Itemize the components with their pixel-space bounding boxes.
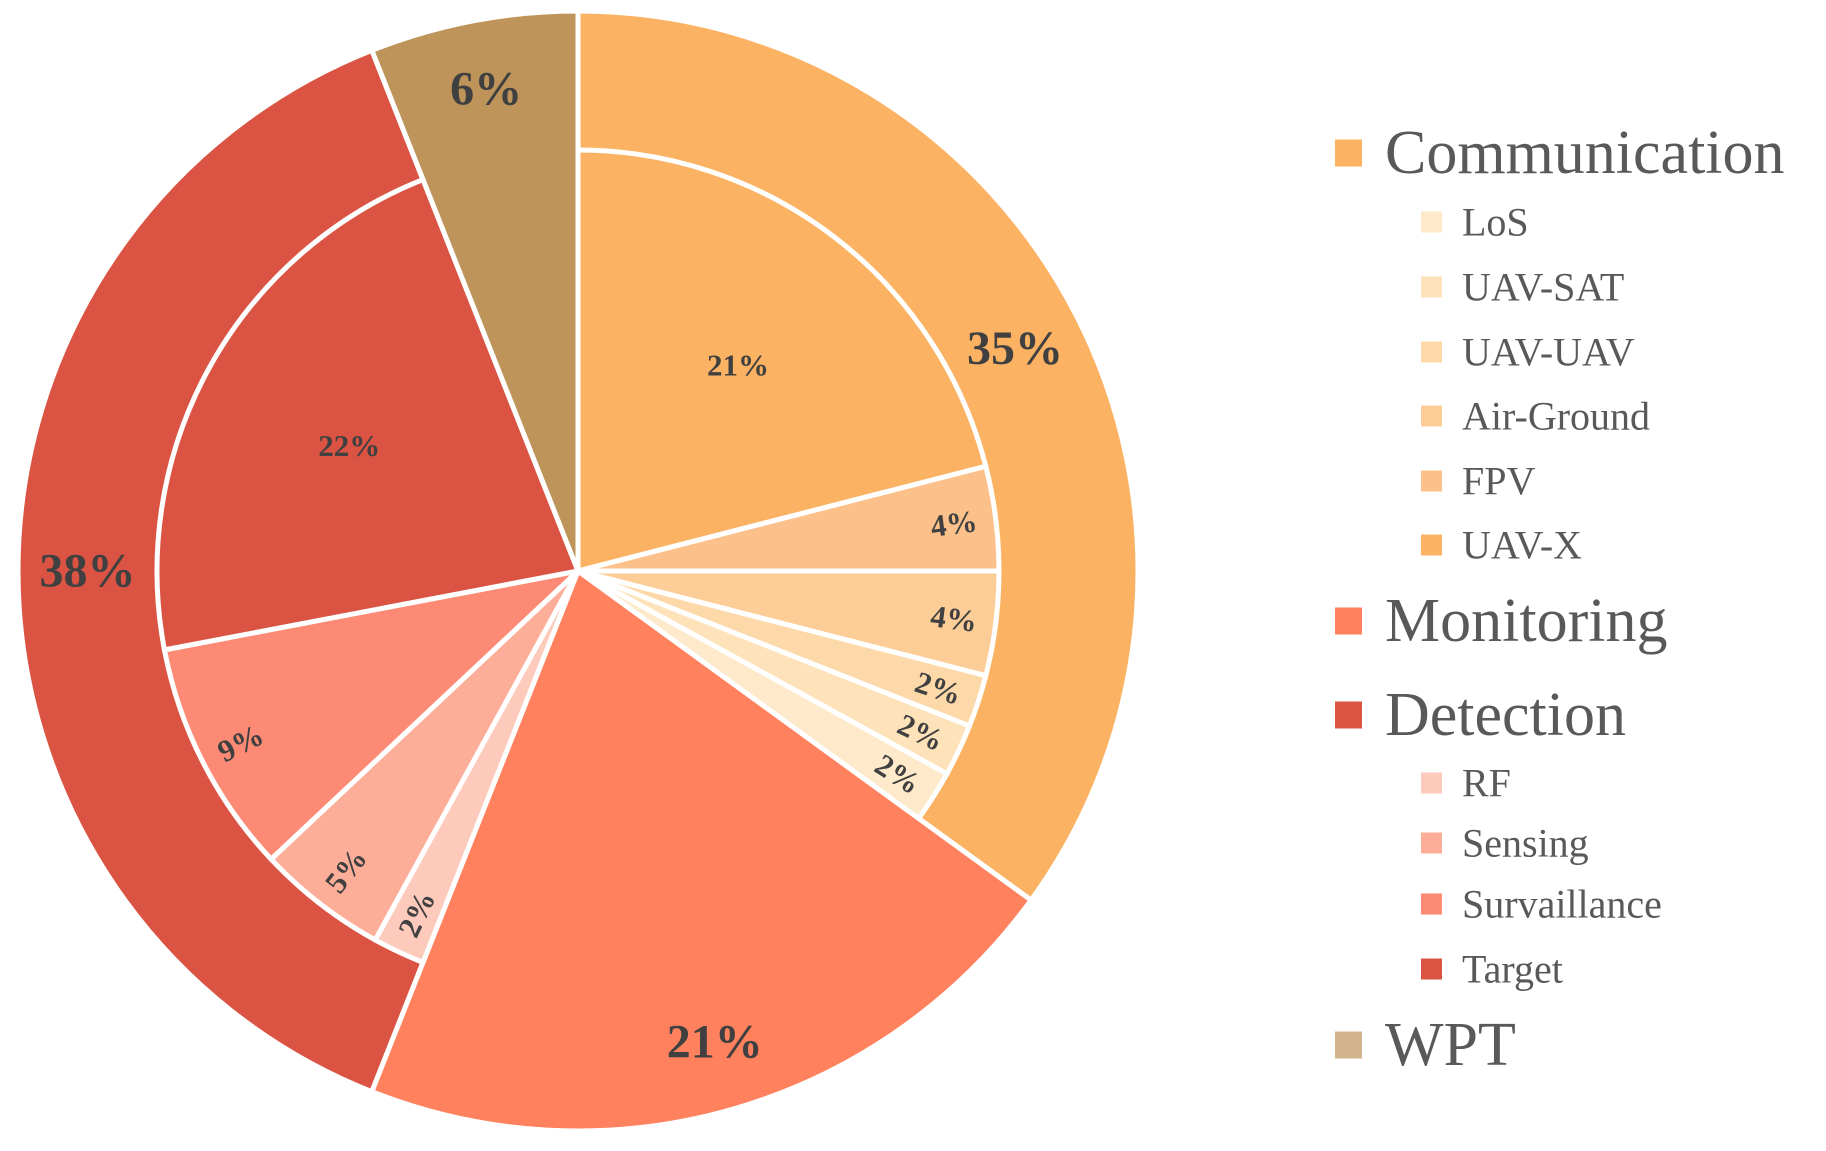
legend-item-survaillance: Survaillance [1421,882,1662,927]
legend-swatch [1421,893,1442,915]
legend-item-detection: Detection [1335,681,1626,749]
legend-label: Monitoring [1385,587,1667,655]
legend-swatch [1335,701,1362,729]
legend-swatch [1421,832,1442,854]
legend-label: RF [1462,761,1511,806]
inner-slice-uav-x [575,147,989,575]
legend-swatch [1421,276,1442,298]
inner-ring [154,8,1035,1134]
inner-label-air-ground: 4% [929,598,980,639]
legend-swatch [1335,607,1362,635]
legend-item-los: LoS [1421,200,1529,245]
legend-swatch [1421,958,1442,980]
legend-item-uav-uav: UAV-UAV [1421,330,1635,375]
legend-label: UAV-UAV [1462,330,1635,375]
inner-slice-monitoring [368,567,1035,1134]
legend-item-target: Target [1421,947,1563,992]
legend-label: FPV [1462,459,1535,504]
inner-slice-survaillance [161,566,586,863]
inner-label-uav-x: 21% [707,347,769,382]
legend-swatch [1421,772,1442,794]
legend: Communication LoS UAV-SAT UAV-UAV Air-Ground… [1335,119,1785,1079]
legend-item-air-ground: Air-Ground [1421,394,1650,439]
outer-label-detection: 38% [40,545,136,598]
legend-label: Survaillance [1462,882,1662,927]
legend-swatch [1421,341,1442,363]
outer-label-communication: 35% [967,322,1063,375]
inner-slice-wpt [368,8,581,572]
legend-swatch [1421,470,1442,492]
legend-item-monitoring: Monitoring [1335,587,1667,655]
legend-item-sensing: Sensing [1421,821,1589,866]
legend-item-fpv: FPV [1421,459,1535,504]
legend-label: Sensing [1462,821,1589,866]
legend-item-wpt: WPT [1335,1011,1516,1079]
legend-label: LoS [1462,200,1529,245]
legend-item-communication: Communication [1335,119,1785,187]
legend-swatch [1421,534,1442,556]
outer-label-monitoring: 21% [667,1016,763,1069]
inner-label-target: 22% [318,428,380,463]
legend-label: Communication [1385,119,1785,187]
outer-label-wpt: 6% [450,63,522,116]
legend-label: Target [1462,947,1563,992]
legend-label: WPT [1385,1011,1516,1079]
inner-label-fpv: 4% [929,503,980,544]
legend-swatch [1335,1031,1362,1059]
legend-label: Air-Ground [1462,394,1650,439]
legend-swatch [1335,139,1362,167]
legend-label: UAV-SAT [1462,265,1624,310]
legend-label: Detection [1385,681,1626,749]
legend-label: UAV-X [1462,523,1582,568]
inner-slice-target [154,176,582,653]
legend-swatch [1421,405,1442,427]
legend-item-uav-sat: UAV-SAT [1421,265,1624,310]
legend-swatch [1421,211,1442,233]
legend-item-rf: RF [1421,761,1511,806]
legend-item-uav-x: UAV-X [1421,523,1582,568]
